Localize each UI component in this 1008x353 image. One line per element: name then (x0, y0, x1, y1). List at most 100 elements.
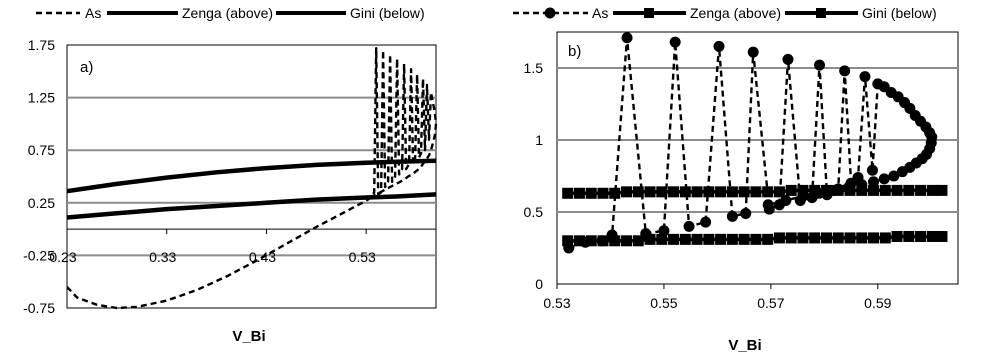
data-point (715, 186, 727, 198)
data-point (750, 186, 762, 198)
data-point (915, 184, 927, 196)
data-point (762, 199, 774, 211)
data-point (780, 194, 792, 206)
legend-gini-label: Gini (below) (350, 5, 425, 21)
y-tick-label: 1.75 (28, 37, 55, 53)
y-tick-label: 1.5 (524, 60, 544, 76)
data-point (562, 235, 574, 247)
data-point (668, 233, 680, 245)
panel-b: As Zenga (above) Gini (below) 0 0.5 1 1.5 0… (513, 5, 959, 353)
data-point (683, 220, 695, 232)
legend-as-label: As (85, 5, 101, 21)
data-point (747, 46, 759, 58)
legend-as-label-b: As (592, 5, 608, 21)
data-point (936, 230, 948, 242)
data-point (621, 186, 633, 198)
data-point (762, 186, 774, 198)
data-point (715, 233, 727, 245)
series-1-group (67, 158, 437, 194)
panel-a-legend: As Zenga (above) Gini (below) (36, 5, 425, 21)
data-point (785, 232, 797, 244)
data-point (726, 233, 738, 245)
panel-a-series (67, 47, 438, 310)
legend-zenga-marker-b (644, 8, 654, 18)
data-point (859, 71, 871, 83)
data-point (878, 173, 890, 185)
series-0-group (67, 47, 438, 310)
data-point (621, 235, 633, 247)
data-point (785, 184, 797, 196)
data-point (868, 176, 880, 188)
panel-b-y-tick-labels: 0 0.5 1 1.5 (524, 60, 544, 292)
legend-zenga-label: Zenga (above) (182, 5, 273, 21)
series-2-group (562, 230, 948, 247)
data-point (820, 232, 832, 244)
y-tick-label: 0.75 (28, 142, 55, 158)
panel-a-plot-frame (66, 44, 437, 309)
data-point (740, 207, 752, 219)
y-tick-label: 0.5 (524, 204, 544, 220)
data-point (703, 186, 715, 198)
data-point (868, 232, 880, 244)
data-point (700, 216, 712, 228)
data-point (738, 186, 750, 198)
panel-b-x-tick-labels: 0.53 0.55 0.57 0.59 (543, 284, 892, 311)
x-tick-label: 0.23 (49, 249, 76, 265)
data-point (915, 230, 927, 242)
panel-a-x-tick-labels: 0.23 0.33 0.43 0.53 (49, 229, 376, 265)
data-point (797, 184, 809, 196)
y-tick-label: -0.75 (23, 300, 55, 316)
series-1-group (562, 184, 948, 199)
data-point (691, 186, 703, 198)
data-point (573, 187, 585, 199)
legend-as-marker-b (544, 7, 556, 19)
data-point (814, 59, 826, 71)
data-point (679, 186, 691, 198)
x-tick-label: 0.55 (650, 295, 677, 311)
data-point (562, 187, 574, 199)
panel-b-series (562, 32, 948, 254)
data-point (773, 232, 785, 244)
series-line (67, 47, 438, 310)
data-point (597, 235, 609, 247)
data-point (703, 233, 715, 245)
x-tick-label: 0.33 (149, 249, 176, 265)
data-point (750, 233, 762, 245)
series-0-group (563, 32, 938, 254)
data-point (658, 225, 670, 237)
panel-b-label: b) (568, 43, 581, 60)
data-point (797, 232, 809, 244)
data-point (644, 186, 656, 198)
series-line (67, 192, 437, 220)
y-tick-label: -0.25 (23, 247, 55, 263)
data-point (726, 186, 738, 198)
data-point (903, 230, 915, 242)
data-point (891, 230, 903, 242)
legend-zenga-label-b: Zenga (above) (690, 5, 781, 21)
data-point (597, 187, 609, 199)
data-point (713, 40, 725, 52)
y-tick-label: 0 (535, 276, 543, 292)
x-tick-label: 0.59 (864, 295, 891, 311)
legend-gini-marker-b (816, 8, 826, 18)
data-point (868, 184, 880, 196)
data-point (926, 230, 938, 242)
data-point (832, 232, 844, 244)
data-point (903, 184, 915, 196)
data-point (879, 184, 891, 196)
data-point (856, 232, 868, 244)
data-point (669, 36, 681, 48)
data-point (585, 235, 597, 247)
data-point (644, 233, 656, 245)
panel-a-label: a) (80, 59, 93, 76)
panel-a-x-axis-label: V_Bi (232, 328, 265, 345)
data-point (656, 186, 668, 198)
series-line (67, 158, 437, 194)
x-tick-label: 0.53 (543, 295, 570, 311)
data-point (856, 184, 868, 196)
data-point (773, 186, 785, 198)
panel-a-y-tick-labels: 1.75 1.25 0.75 0.25 -0.25 -0.75 (23, 37, 55, 316)
legend-gini-label-b: Gini (below) (862, 5, 937, 21)
data-point (632, 186, 644, 198)
y-tick-label: 1.25 (28, 90, 55, 106)
